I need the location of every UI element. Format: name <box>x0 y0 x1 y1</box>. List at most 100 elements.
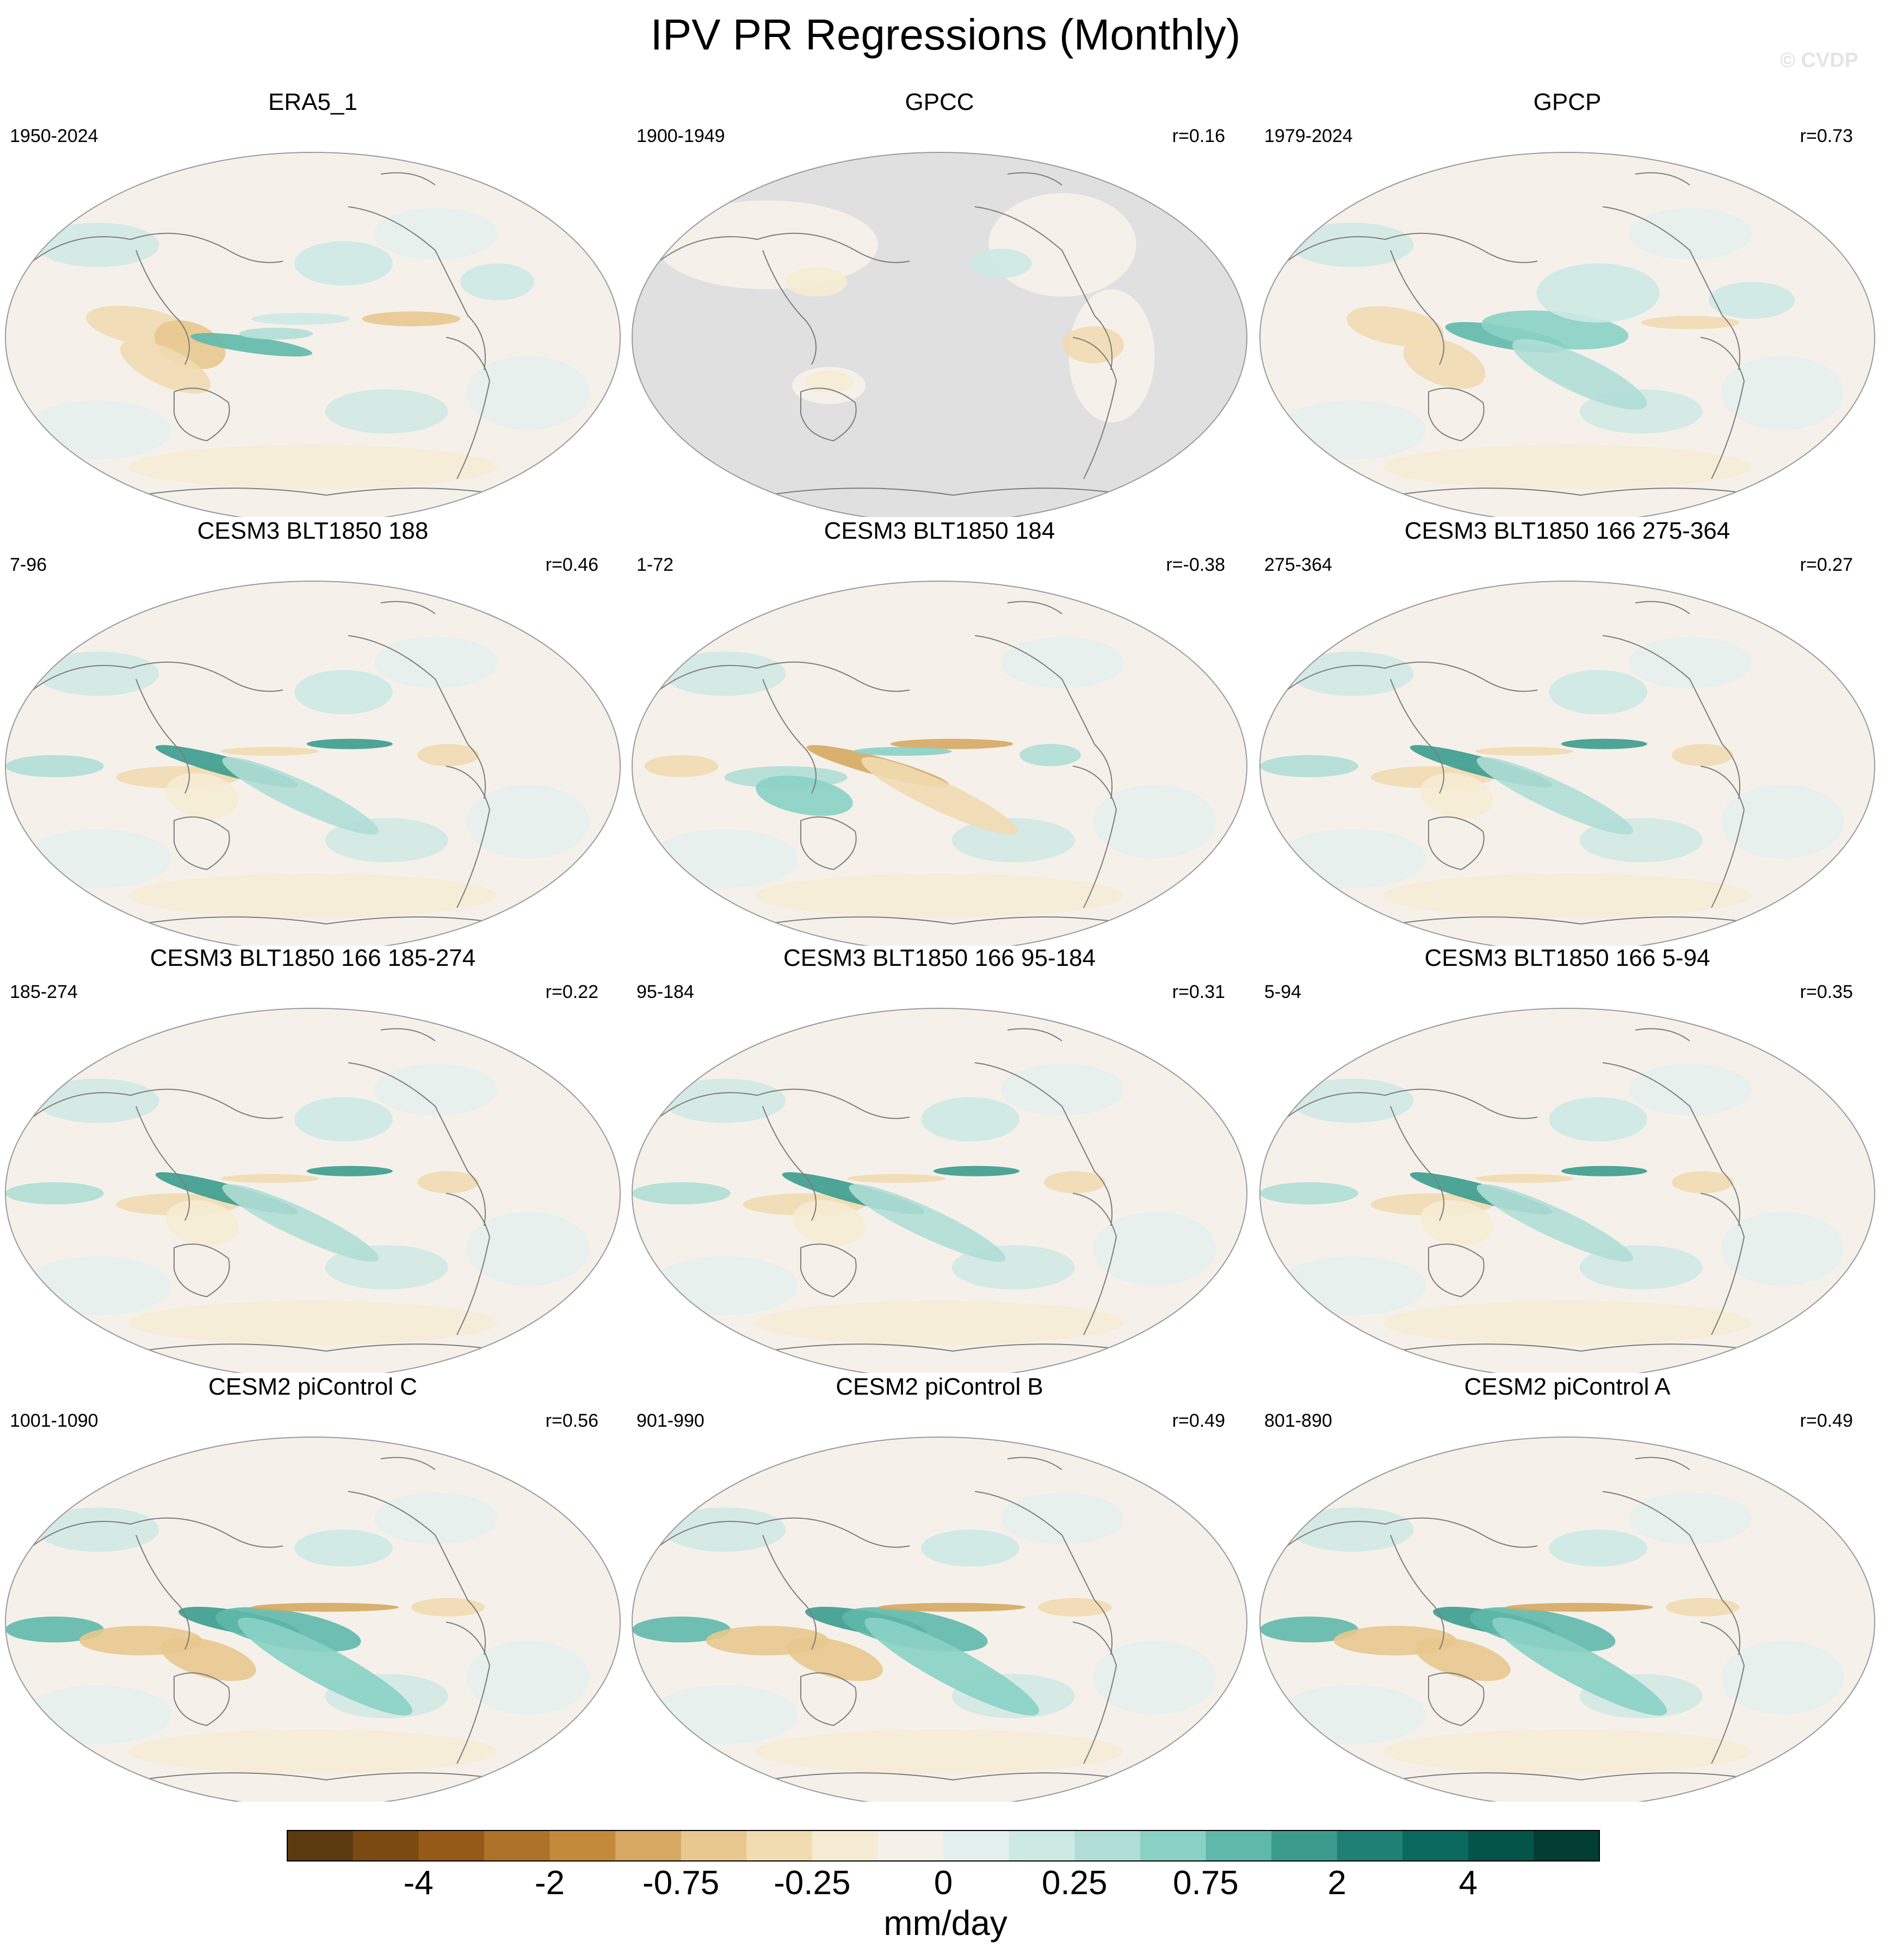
colorbar-swatch <box>615 1830 682 1861</box>
map-panel: CESM3 BLT1850 166 5-94 5-94 r=0.35 <box>1255 943 1880 1373</box>
coastline <box>348 635 486 799</box>
anomaly-region <box>220 1174 319 1183</box>
coastline <box>1390 1534 1444 1650</box>
background-anomaly <box>1629 1064 1752 1116</box>
anomaly-region <box>238 1617 413 1716</box>
map-plot <box>5 152 621 517</box>
map-outline <box>5 1437 621 1802</box>
panel-correlation: r=0.73 <box>1800 126 1853 146</box>
map-outline <box>1259 152 1875 517</box>
colorbar-tick-label: 0.75 <box>1173 1864 1239 1902</box>
coastline <box>1287 232 1538 263</box>
panel-years: 901-990 <box>636 1410 705 1431</box>
map-plot <box>632 581 1247 946</box>
map-outline <box>1259 581 1875 946</box>
colorbar-swatch <box>681 1830 747 1861</box>
coastline <box>735 488 1160 501</box>
coastline <box>1428 1243 1485 1298</box>
panel-correlation: r=0.22 <box>545 982 598 1002</box>
panel-years: 1900-1949 <box>636 126 725 146</box>
background-anomaly <box>128 445 497 489</box>
coastline <box>800 387 857 442</box>
anomaly-region <box>1260 1182 1358 1205</box>
coastline <box>446 766 491 908</box>
panel-title: CESM3 BLT1850 188 <box>197 517 429 544</box>
background-anomaly <box>374 637 497 689</box>
coastline <box>1287 1088 1538 1119</box>
coastline <box>446 1622 491 1764</box>
background-anomaly <box>36 1507 159 1552</box>
map-outline <box>1259 1437 1875 1802</box>
anomaly-region <box>1475 1174 1574 1183</box>
colorbar-tick-label: 0 <box>934 1864 953 1902</box>
background-anomaly <box>128 1300 497 1345</box>
map-plot <box>632 152 1247 517</box>
anomaly-region <box>294 1530 393 1567</box>
background-anomaly <box>1290 651 1414 696</box>
map-plot <box>1259 152 1875 517</box>
anomaly-region <box>756 775 853 816</box>
coastline <box>1428 387 1485 442</box>
panel-correlation: r=0.27 <box>1800 554 1853 575</box>
land-area <box>988 193 1136 297</box>
coastline <box>1700 1622 1745 1764</box>
anomaly-region <box>786 267 848 297</box>
colorbar-swatch <box>1206 1830 1272 1861</box>
coastline <box>174 1243 230 1298</box>
anomaly-region <box>251 313 350 325</box>
coastline <box>659 232 910 263</box>
anomaly-region <box>1549 1530 1647 1567</box>
background-anomaly <box>36 651 159 696</box>
map-outline <box>5 1008 621 1373</box>
colorbar-swatch <box>746 1830 813 1861</box>
coastline <box>762 1534 817 1650</box>
colorbar-tick-label: -2 <box>534 1864 565 1902</box>
map-plot <box>632 1008 1247 1373</box>
background-anomaly <box>36 1078 159 1123</box>
anomaly-region <box>220 747 319 756</box>
panel-years: 1950-2024 <box>10 126 98 146</box>
map-outline <box>5 152 621 517</box>
coastline <box>735 916 1160 930</box>
panel-years: 1979-2024 <box>1264 126 1353 146</box>
panel-years: 1-72 <box>636 554 674 575</box>
colorbar-units: mm/day <box>883 1903 1008 1943</box>
anomaly-region <box>1506 1602 1654 1612</box>
coastline <box>974 206 1113 371</box>
anomaly-region <box>306 738 393 749</box>
anomaly-region <box>1415 1637 1511 1681</box>
colorbar-swatch <box>484 1830 550 1861</box>
map-plot <box>5 581 621 946</box>
anomaly-region <box>294 670 393 714</box>
anomaly-region <box>632 1616 731 1643</box>
coastline <box>659 1517 910 1548</box>
anomaly-region <box>1549 1097 1647 1142</box>
watermark: © CVDP <box>1779 49 1858 72</box>
anomaly-region <box>1561 738 1647 749</box>
anomaly-region <box>190 332 312 357</box>
coastline <box>1287 661 1538 692</box>
background-anomaly <box>951 818 1075 862</box>
coastline <box>380 1028 436 1041</box>
map-panel: CESM2 piControl A 801-890 r=0.49 <box>1255 1372 1880 1802</box>
coastline <box>1072 1622 1117 1764</box>
map-plot <box>1259 1008 1875 1373</box>
map-panel: ERA5_1 1950-2024 <box>0 87 626 517</box>
background-anomaly <box>1721 1212 1844 1286</box>
coastline <box>32 1088 283 1119</box>
anomaly-region <box>222 1184 379 1262</box>
background-anomaly <box>374 1493 497 1545</box>
coastline <box>800 1243 857 1298</box>
panel-title: CESM2 piControl A <box>1464 1373 1671 1400</box>
panel-years: 7-96 <box>10 554 47 575</box>
anomaly-region <box>1420 1200 1493 1246</box>
background-anomaly <box>128 873 497 918</box>
coastline <box>1072 337 1117 479</box>
background-anomaly <box>663 651 786 696</box>
anomaly-region <box>1708 282 1795 319</box>
coastline <box>380 601 436 614</box>
anomaly-region <box>1561 1166 1647 1176</box>
panel-years: 1001-1090 <box>10 1410 98 1431</box>
panel-years: 95-184 <box>636 982 694 1002</box>
coastline <box>380 1457 436 1470</box>
